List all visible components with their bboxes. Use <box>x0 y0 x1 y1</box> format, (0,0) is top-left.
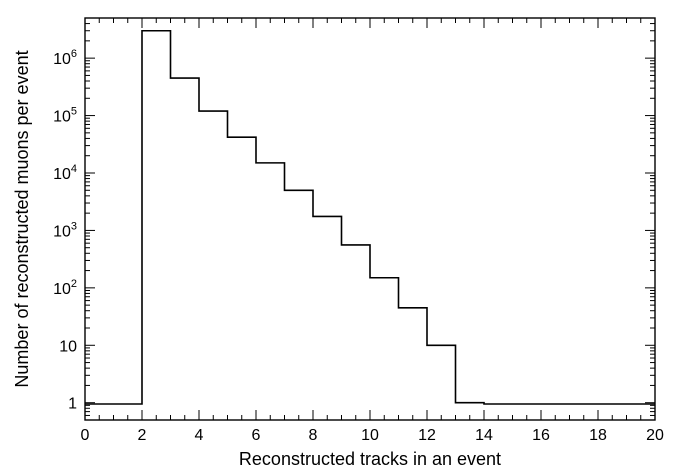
y-tick-label: 10 <box>59 338 77 355</box>
y-tick-label: 1 <box>68 396 77 413</box>
x-axis-tick-labels: 0 2 4 6 8 10 12 14 16 18 20 <box>81 427 664 444</box>
x-tick-label: 10 <box>361 427 379 444</box>
y-axis-tick-labels: 1 10 102 103 104 105 106 <box>53 48 77 413</box>
y-axis-title: Number of reconstructed muons per event <box>12 50 32 387</box>
y-tick-label: 103 <box>53 220 77 240</box>
y-axis-ticks <box>85 17 655 416</box>
x-tick-label: 2 <box>138 427 147 444</box>
y-tick-label: 106 <box>53 48 77 68</box>
x-tick-label: 16 <box>532 427 550 444</box>
y-tick-label: 102 <box>53 278 77 298</box>
histogram-outline <box>85 29 655 405</box>
x-tick-label: 14 <box>475 427 493 444</box>
plot-frame <box>84 17 656 421</box>
x-tick-label: 6 <box>252 427 261 444</box>
y-tick-label: 104 <box>53 163 77 183</box>
x-axis-ticks <box>84 18 656 420</box>
x-tick-label: 0 <box>81 427 90 444</box>
x-tick-label: 8 <box>309 427 318 444</box>
x-axis-title: Reconstructed tracks in an event <box>239 449 501 469</box>
x-tick-label: 20 <box>646 427 664 444</box>
x-tick-label: 12 <box>418 427 436 444</box>
y-tick-label: 105 <box>53 106 77 126</box>
x-tick-label: 4 <box>195 427 204 444</box>
x-tick-label: 18 <box>589 427 607 444</box>
